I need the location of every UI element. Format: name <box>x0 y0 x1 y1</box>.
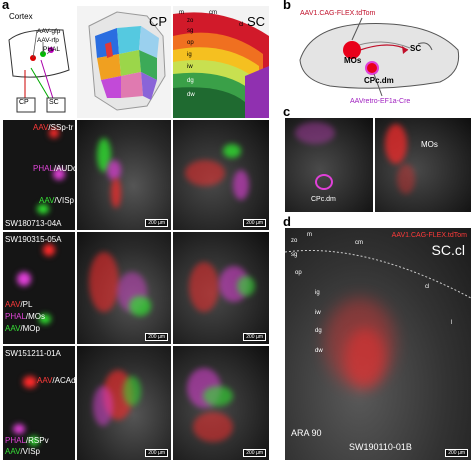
panel-d-layer-ig: ig <box>315 290 320 296</box>
row2-sc-projection: 200 µm <box>173 232 269 344</box>
cpc-ring <box>315 174 333 190</box>
target-sc-label: SC <box>49 99 59 106</box>
row3-label-1: AAV/ACAd <box>37 376 75 385</box>
panel-d-ara: ARA 90 <box>291 428 322 438</box>
row3-case-id: SW151211-01A <box>5 349 61 358</box>
panel-c-mos-label: MOs <box>421 140 438 149</box>
sc-atlas-title: SC <box>246 14 265 29</box>
panel-b-schematic: AAV1.CAG-FLEX.tdTom MOs SC CPc.dm AAVret… <box>290 10 470 110</box>
panel-d-edge-cl: cl <box>425 284 430 290</box>
row3-sc-scale: 200 µm <box>243 449 266 457</box>
panel-d-scale: 200 µm <box>445 449 468 457</box>
panel-b-mos: MOs <box>344 56 362 65</box>
row1-injection-sites: AAV/SSp-tr PHAL/AUDd AAV/VISp SW180713-0… <box>3 120 75 230</box>
row1-case-id: SW180713-04A <box>5 219 62 228</box>
panel-d-layer-zo: zo <box>291 238 298 244</box>
panel-b-cpc: CPc.dm <box>364 76 394 85</box>
panel-d-edge-cm: cm <box>355 240 363 246</box>
panel-b-construct-bottom: AAVretro-EF1a-Cre <box>350 98 411 105</box>
row2-cp-scale: 200 µm <box>145 333 168 341</box>
row1-label-3: AAV/VISp <box>39 196 74 205</box>
row3-injection-sites: SW151211-01A AAV/ACAd PHAL/RSPv AAV/VISp <box>3 346 75 460</box>
row2-case-id: SW190315-05A <box>5 235 62 244</box>
sc-layer-sg: sg <box>187 28 194 34</box>
row2-label-3: AAV/MOp <box>5 324 40 333</box>
panel-label-d: d <box>283 214 291 229</box>
row1-sc-projection: 200 µm <box>173 120 269 230</box>
sc-edge-cl: cl <box>239 22 244 28</box>
panel-label-a: a <box>2 0 10 12</box>
panel-d-edge-m: m <box>307 232 312 238</box>
panel-c-image-left: CPc.dm <box>285 118 373 212</box>
panel-d-region: SC.cl <box>431 242 465 258</box>
row1-sc-scale: 200 µm <box>243 219 266 227</box>
target-cp-label: CP <box>19 99 29 106</box>
inj-label-phal: PHAL <box>43 46 60 53</box>
panel-d-image: AAV1.CAG-FLEX.tdTom SC.cl m cm cl l zo s… <box>285 228 471 460</box>
sc-layer-dg: dg <box>187 78 194 84</box>
inj-label-gfp: AAV-gfp <box>37 28 61 35</box>
panel-d-edge-l: l <box>451 320 453 326</box>
cortex-label: Cortex <box>9 12 33 21</box>
panel-d-case-id: SW190110-01B <box>349 442 412 452</box>
row3-cp-scale: 200 µm <box>145 449 168 457</box>
panel-d-layer-sg: sg <box>291 252 298 258</box>
injection-schematic: Cortex AAV-gfp AAV-rfp PHAL CP SC <box>3 10 75 118</box>
panel-d-layer-iw: iw <box>315 310 321 316</box>
panel-d-construct: AAV1.CAG-FLEX.tdTom <box>391 232 467 239</box>
row1-cp-projection: 200 µm <box>77 120 171 230</box>
panel-d-layer-dg: dg <box>315 328 322 334</box>
panel-c-cpc-label: CPc.dm <box>311 196 336 203</box>
sc-layer-zo: zo <box>187 18 194 24</box>
row3-sc-projection: 200 µm <box>173 346 269 460</box>
row1-label-1: AAV/SSp-tr <box>33 123 74 132</box>
sc-layer-m: m <box>179 10 184 16</box>
row3-label-2: PHAL/RSPv <box>5 436 49 445</box>
panel-d-layer-op: op <box>295 270 302 276</box>
row2-label-1: AAV/PL <box>5 300 33 309</box>
panel-label-c: c <box>283 104 291 119</box>
sc-layer-op: op <box>187 40 194 46</box>
panel-d-layer-dw: dw <box>315 348 323 354</box>
panel-b-sc: SC <box>410 44 422 53</box>
sc-layer-ig: ig <box>187 52 192 58</box>
row3-label-3: AAV/VISp <box>5 447 40 456</box>
panel-c-image-right: MOs <box>375 118 471 212</box>
row2-injection-sites: SW190315-05A AAV/PL PHAL/MOs AAV/MOp <box>3 232 75 344</box>
row1-label-2: PHAL/AUDd <box>33 164 75 173</box>
panel-label-b: b <box>283 0 291 12</box>
row2-cp-projection: 200 µm <box>77 232 171 344</box>
sc-edge-cm: cm <box>209 10 217 16</box>
sc-layer-iw: iw <box>187 64 193 70</box>
cp-atlas-title: CP <box>148 14 167 29</box>
row2-label-2: PHAL/MOs <box>5 312 46 321</box>
sc-layer-dw: dw <box>187 92 195 98</box>
row1-cp-scale: 200 µm <box>145 219 168 227</box>
row3-cp-projection: 200 µm <box>77 346 171 460</box>
row2-sc-scale: 200 µm <box>243 333 266 341</box>
inj-label-rfp: AAV-rfp <box>37 37 59 44</box>
cp-atlas-map: CP <box>77 6 171 118</box>
panel-b-construct-top: AAV1.CAG-FLEX.tdTom <box>300 10 376 17</box>
sc-atlas-map: SC m zo sg op ig iw dg dw cm cl <box>173 6 269 119</box>
